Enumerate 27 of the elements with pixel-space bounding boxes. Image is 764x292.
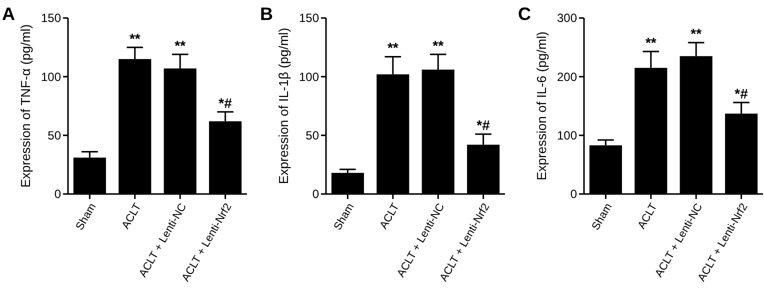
y-tick-label: 0 xyxy=(54,187,62,202)
annotation: ** xyxy=(690,26,702,42)
y-tick-label: 100 xyxy=(40,70,62,84)
annotation: ** xyxy=(129,30,141,46)
y-tick-label: 100 xyxy=(298,70,320,84)
y-tick-label: 300 xyxy=(556,11,578,26)
annotation: ** xyxy=(387,40,399,56)
annotation: ** xyxy=(432,37,444,54)
y-axis-title: Expression of IL-6 (pg/ml) xyxy=(534,32,549,180)
annotation: ** xyxy=(174,37,186,54)
y-tick-label: 150 xyxy=(40,11,62,26)
y-tick-label: 100 xyxy=(556,128,578,143)
y-tick-label: 50 xyxy=(306,128,320,143)
y-tick-label: 0 xyxy=(312,187,320,202)
chart-title: B xyxy=(260,4,273,24)
y-axis-title: Expression of IL-1β (pg/ml) xyxy=(276,28,291,184)
y-tick-label: 200 xyxy=(556,70,578,84)
annotation: ** xyxy=(645,34,657,50)
y-axis-title: Expression of TNF-α (pg/ml) xyxy=(18,24,33,188)
y-tick-label: 50 xyxy=(48,128,62,143)
annotation: *# xyxy=(218,94,232,111)
chart-title: A xyxy=(2,4,15,24)
chart-title: C xyxy=(518,4,531,24)
y-tick-label: 0 xyxy=(570,187,578,202)
annotation: *# xyxy=(476,117,490,134)
annotation: *# xyxy=(734,85,748,102)
y-tick-label: 150 xyxy=(298,11,320,26)
